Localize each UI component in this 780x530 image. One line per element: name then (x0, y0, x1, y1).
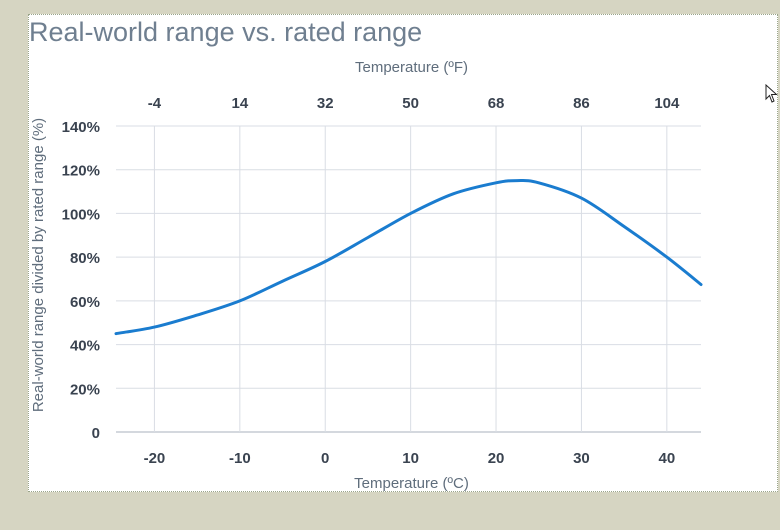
y-tick-label: 0 (92, 425, 100, 442)
x2-tick-label: 50 (402, 95, 419, 112)
y-tick-label: 140% (62, 119, 100, 136)
x2-tick-label: 14 (231, 95, 248, 112)
x2-tick-label: -4 (148, 95, 162, 112)
y-axis-title: Real-world range divided by rated range … (30, 118, 47, 412)
x2-axis-title: Temperature (ºF) (355, 59, 468, 76)
series-line (114, 179, 703, 336)
y-tick-label: 100% (62, 206, 100, 223)
x2-tick-label: 32 (317, 95, 334, 112)
x-tick-label: 10 (402, 450, 419, 467)
x-tick-label: 40 (658, 450, 675, 467)
x-tick-label: 20 (488, 450, 505, 467)
y-tick-label: 40% (70, 338, 100, 355)
y-tick-label: 60% (70, 294, 100, 311)
line-chart: 0 20% 40% 60% 80% 100% 120% 140% -20 -4 -10 14 0 32 10… (30, 59, 703, 492)
x-tick-label: 0 (321, 450, 329, 467)
x2-tick-label: 104 (654, 95, 680, 112)
y-tick-label: 80% (70, 250, 100, 267)
chart-title: Real-world range vs. rated range (29, 17, 423, 47)
y-tick-label: 20% (70, 381, 100, 398)
x-tick-label: -10 (229, 450, 251, 467)
chart-panel: Real-world range vs. rated range 0 20% 40%… (28, 14, 778, 492)
y-tick-label: 120% (62, 163, 100, 180)
x2-tick-label: 86 (573, 95, 590, 112)
x-axis-title: Temperature (ºC) (354, 475, 469, 492)
mouse-pointer-icon (765, 84, 778, 103)
x-tick-label: -20 (144, 450, 166, 467)
x2-tick-label: 68 (488, 95, 505, 112)
x-tick-label: 30 (573, 450, 590, 467)
